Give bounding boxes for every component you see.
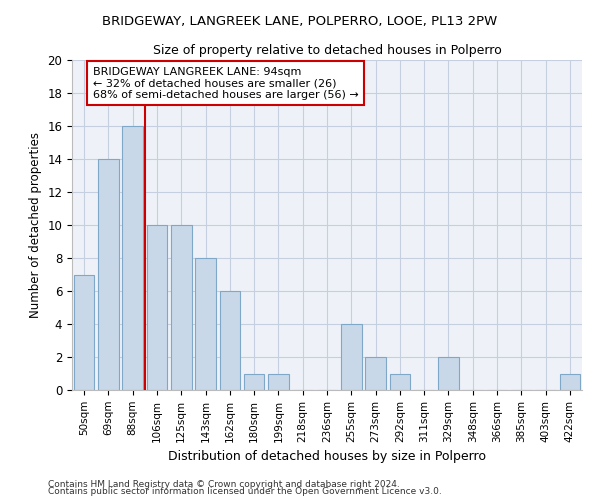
Bar xyxy=(122,126,143,390)
Y-axis label: Number of detached properties: Number of detached properties xyxy=(29,132,42,318)
Bar xyxy=(365,357,386,390)
Bar xyxy=(244,374,265,390)
Bar xyxy=(171,225,191,390)
Bar xyxy=(98,159,119,390)
Title: Size of property relative to detached houses in Polperro: Size of property relative to detached ho… xyxy=(152,44,502,58)
Text: Contains HM Land Registry data © Crown copyright and database right 2024.: Contains HM Land Registry data © Crown c… xyxy=(48,480,400,489)
Bar xyxy=(195,258,216,390)
X-axis label: Distribution of detached houses by size in Polperro: Distribution of detached houses by size … xyxy=(168,450,486,463)
Bar xyxy=(389,374,410,390)
Bar xyxy=(220,291,240,390)
Bar xyxy=(268,374,289,390)
Text: BRIDGEWAY LANGREEK LANE: 94sqm
← 32% of detached houses are smaller (26)
68% of : BRIDGEWAY LANGREEK LANE: 94sqm ← 32% of … xyxy=(92,66,358,100)
Bar xyxy=(74,274,94,390)
Text: BRIDGEWAY, LANGREEK LANE, POLPERRO, LOOE, PL13 2PW: BRIDGEWAY, LANGREEK LANE, POLPERRO, LOOE… xyxy=(103,15,497,28)
Bar xyxy=(438,357,459,390)
Text: Contains public sector information licensed under the Open Government Licence v3: Contains public sector information licen… xyxy=(48,487,442,496)
Bar xyxy=(341,324,362,390)
Bar xyxy=(560,374,580,390)
Bar xyxy=(146,225,167,390)
